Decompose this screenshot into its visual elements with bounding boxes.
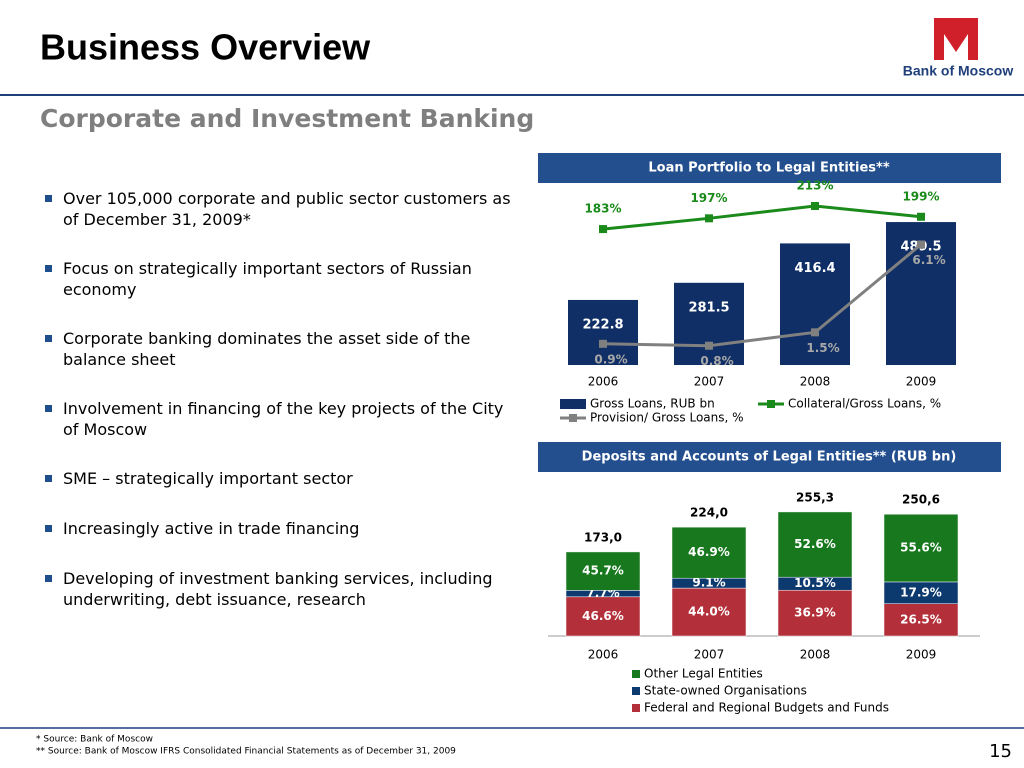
bullet-marker bbox=[45, 195, 52, 202]
chart-title: Deposits and Accounts of Legal Entities*… bbox=[582, 450, 957, 465]
marker bbox=[599, 339, 607, 348]
legend-swatch bbox=[632, 687, 640, 695]
legend-swatch bbox=[632, 704, 640, 712]
legend-label: Provision/ Gross Loans, % bbox=[590, 411, 744, 425]
bar bbox=[780, 243, 850, 365]
bullet-text: SME – strategically important sector bbox=[63, 469, 353, 488]
bar-segment bbox=[671, 587, 747, 637]
bullet-marker bbox=[45, 335, 52, 342]
value-label: 416.4 bbox=[794, 261, 835, 276]
chart-header bbox=[538, 442, 1001, 472]
total-label: 173,0 bbox=[584, 530, 622, 544]
value-label: 46.6% bbox=[582, 609, 624, 623]
footnote: * Source: Bank of Moscow bbox=[36, 735, 153, 745]
value-label: 199% bbox=[902, 189, 939, 203]
bar-segment bbox=[883, 513, 959, 583]
x-tick-label: 2009 bbox=[906, 375, 937, 389]
value-label: 55.6% bbox=[900, 541, 942, 555]
bar-segment bbox=[883, 603, 959, 637]
value-label: 0.8% bbox=[700, 354, 733, 368]
bullet-marker bbox=[45, 525, 52, 532]
bullet-marker bbox=[45, 265, 52, 272]
bar bbox=[568, 299, 638, 365]
bar-segment bbox=[777, 589, 853, 637]
legend-label: Gross Loans, RUB bn bbox=[590, 397, 715, 411]
x-tick-label: 2009 bbox=[906, 648, 937, 662]
value-label: 46.9% bbox=[688, 545, 730, 559]
value-label: 0.9% bbox=[594, 352, 627, 366]
x-tick-label: 2008 bbox=[800, 648, 831, 662]
x-tick-label: 2007 bbox=[694, 648, 725, 662]
line bbox=[602, 204, 922, 231]
x-tick-label: 2006 bbox=[588, 375, 619, 389]
marker bbox=[705, 214, 713, 223]
value-label: 17.9% bbox=[900, 585, 942, 599]
marker bbox=[705, 341, 713, 350]
subtitle: Corporate and Investment Banking bbox=[40, 104, 534, 133]
chart-title: Loan Portfolio to Legal Entities** bbox=[648, 161, 889, 176]
bar-segment bbox=[777, 511, 853, 578]
bullet-text: Increasingly active in trade financing bbox=[63, 519, 360, 538]
chart-header bbox=[538, 153, 1001, 183]
value-label: 6.1% bbox=[912, 253, 945, 267]
marker bbox=[811, 328, 819, 337]
bar-segment bbox=[565, 551, 641, 591]
bar-segment bbox=[671, 526, 747, 579]
x-tick-label: 2008 bbox=[800, 375, 831, 389]
line bbox=[602, 243, 922, 348]
value-label: 36.9% bbox=[794, 606, 836, 620]
total-label: 250,6 bbox=[902, 493, 940, 507]
bullet-marker bbox=[45, 575, 52, 582]
bar-segment bbox=[565, 596, 641, 637]
bar bbox=[674, 282, 744, 365]
legend-label: Federal and Regional Budgets and Funds bbox=[644, 701, 889, 715]
value-label: 44.0% bbox=[688, 605, 730, 619]
marker bbox=[599, 225, 607, 234]
marker bbox=[917, 240, 925, 249]
legend-label: Collateral/Gross Loans, % bbox=[788, 397, 941, 411]
logo-mark bbox=[934, 18, 978, 60]
page-number: 15 bbox=[989, 741, 1012, 762]
legend-label: Other Legal Entities bbox=[644, 667, 763, 681]
value-label: 222.8 bbox=[582, 317, 623, 332]
legend-swatch bbox=[632, 670, 640, 678]
bullet-text: Developing of investment banking service… bbox=[63, 569, 493, 609]
value-label: 213% bbox=[796, 178, 833, 192]
bullet-text: Focus on strategically important sectors… bbox=[63, 259, 472, 299]
legend-label: State-owned Organisations bbox=[644, 684, 807, 698]
total-label: 255,3 bbox=[796, 490, 834, 504]
x-tick-label: 2006 bbox=[588, 648, 619, 662]
value-label: 197% bbox=[690, 191, 727, 205]
total-label: 224,0 bbox=[690, 506, 728, 520]
bullet-text: Corporate banking dominates the asset si… bbox=[63, 329, 471, 369]
bullet-text: Over 105,000 corporate and public sector… bbox=[63, 189, 511, 229]
value-label: 183% bbox=[584, 202, 621, 216]
value-label: 26.5% bbox=[900, 612, 942, 626]
marker bbox=[811, 201, 819, 210]
x-tick-label: 2007 bbox=[694, 375, 725, 389]
value-label: 281.5 bbox=[688, 300, 729, 315]
bullet-marker bbox=[45, 475, 52, 482]
value-label: 52.6% bbox=[794, 537, 836, 551]
value-label: 1.5% bbox=[806, 341, 839, 355]
legend-swatch bbox=[560, 399, 586, 409]
logo-text: Bank of Moscow bbox=[903, 63, 1014, 79]
footnote: ** Source: Bank of Moscow IFRS Consolida… bbox=[36, 747, 456, 757]
marker bbox=[917, 212, 925, 221]
bullet-marker bbox=[45, 405, 52, 412]
legend-swatch bbox=[767, 400, 775, 408]
title: Business Overview bbox=[40, 27, 371, 68]
legend-swatch bbox=[569, 414, 577, 422]
value-label: 10.5% bbox=[794, 576, 836, 590]
bullet-text: Involvement in financing of the key proj… bbox=[63, 399, 504, 439]
value-label: 45.7% bbox=[582, 564, 624, 578]
value-label: 9.1% bbox=[692, 576, 725, 590]
